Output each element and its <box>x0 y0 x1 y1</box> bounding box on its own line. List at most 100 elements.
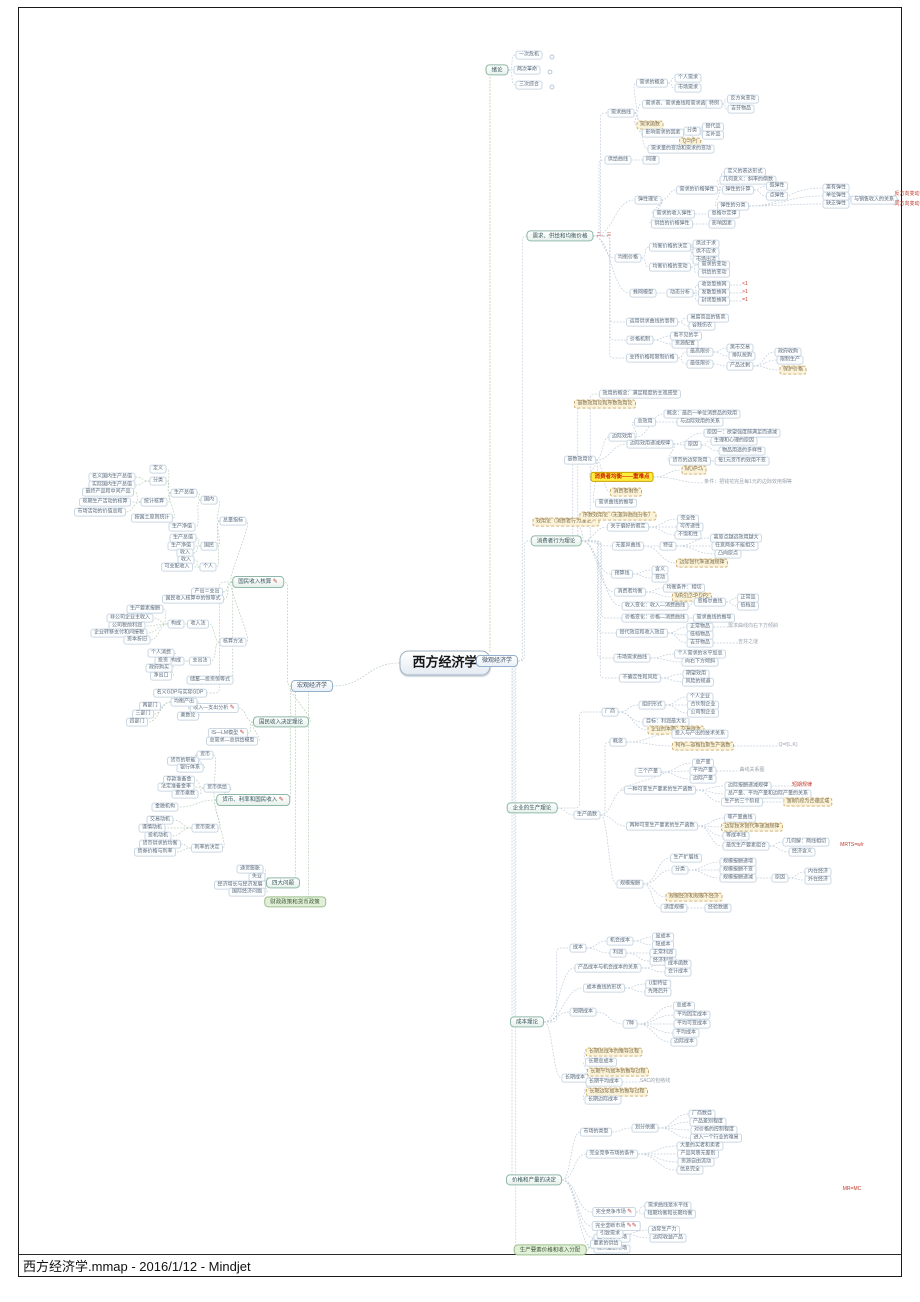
subtopic-node[interactable]: 货币供给 <box>203 783 231 793</box>
subtopic-node[interactable]: 低档品 <box>736 601 760 611</box>
subtopic-node[interactable]: 边际成本 <box>670 1037 698 1047</box>
subtopic-node[interactable]: 乘数论 <box>176 711 200 721</box>
subtopic-node[interactable]: 个人 <box>199 562 217 572</box>
subtopic-node[interactable]: 预算线 <box>610 569 634 579</box>
subtopic-node[interactable]: 几何解：两线相切 <box>782 837 830 847</box>
subtopic-node[interactable]: 利率的决定 <box>190 843 224 853</box>
callout-node[interactable]: 消费者剩余 <box>609 487 643 497</box>
subtopic-node[interactable]: 机会成本 <box>606 936 634 946</box>
subtopic-node[interactable]: 完全竞争市场的条件 <box>585 1149 639 1159</box>
subtopic-node[interactable]: 均衡价格的决定 <box>648 242 692 252</box>
callout-node[interactable]: 基数效用论和序数效用论 <box>573 399 637 409</box>
callout-node[interactable]: 边际技术替代率递减规律 <box>720 822 784 832</box>
subtopic-node[interactable]: 变动 <box>651 573 669 583</box>
subtopic-node[interactable]: 两次革命 <box>513 65 541 75</box>
major-topic-node[interactable]: 财政政策和货币政策 <box>264 896 326 908</box>
subtopic-node[interactable]: 需求表、需求曲线和需求函数 <box>641 99 715 109</box>
subtopic-node[interactable]: 货币乘数 <box>171 789 199 799</box>
subtopic-node[interactable]: 原因 <box>684 440 702 450</box>
subtopic-node[interactable]: 等成本线 <box>722 831 750 841</box>
subtopic-node[interactable]: 收入法 <box>186 619 210 629</box>
callout-node[interactable]: 规模经济和规模不经济 <box>665 892 723 902</box>
subtopic-node[interactable]: 一种可变生产要素的生产函数 <box>623 785 697 795</box>
subtopic-node[interactable]: 核算方法 <box>219 637 247 647</box>
subtopic-node[interactable]: 适度规模 <box>660 903 688 913</box>
subtopic-node[interactable]: 封闭型蛛网 <box>697 296 731 306</box>
subtopic-node[interactable]: 最高限价 <box>686 347 714 357</box>
subtopic-node[interactable]: 生产要素报酬 <box>126 604 164 614</box>
subtopic-node[interactable]: 厂商 <box>601 707 619 717</box>
subtopic-node[interactable]: 恩格尔曲线 <box>693 597 727 607</box>
subtopic-node[interactable]: 吉芬物品 <box>727 104 755 114</box>
callout-node[interactable]: 效用论（消费者行为理论） <box>532 517 600 527</box>
subtopic-node[interactable]: 定义 <box>149 464 167 474</box>
subtopic-node[interactable]: 每1元货币的效用不变 <box>714 456 770 466</box>
subtopic-node[interactable]: 限制生产 <box>776 355 804 365</box>
subtopic-node[interactable]: 货币的边际效用 <box>668 456 712 466</box>
subtopic-node[interactable]: 生理和心理的原因 <box>710 436 758 446</box>
subtopic-node[interactable]: 外在经济 <box>804 875 832 885</box>
subtopic-node[interactable]: 市场活动的价值总和 <box>73 507 127 517</box>
subtopic-node[interactable]: 支出法 <box>188 656 212 666</box>
subtopic-node[interactable]: 四部门 <box>125 717 149 727</box>
subtopic-node[interactable]: 互补品 <box>701 130 725 140</box>
subtopic-node[interactable]: 国民收入核算中的恒等式 <box>161 594 225 604</box>
subtopic-node[interactable]: 市场需求曲线 <box>613 653 651 663</box>
subtopic-node[interactable]: 效用的概念：满足程度的主观感受 <box>598 389 682 399</box>
subtopic-node[interactable]: 最优生产要素组合 <box>722 841 770 851</box>
subtopic-node[interactable]: 长期边际成本 <box>584 1095 622 1105</box>
subtopic-node[interactable]: 国民 <box>200 541 218 551</box>
major-topic-node[interactable]: 成本理论 <box>509 1016 545 1028</box>
subtopic-node[interactable]: 恩格尔定律 <box>707 209 741 219</box>
subtopic-node[interactable]: 分类 <box>149 476 167 486</box>
subtopic-node[interactable]: 均衡价格 <box>614 253 642 263</box>
subtopic-node[interactable]: 边际效用递减规律 <box>626 439 674 449</box>
subtopic-node[interactable]: 市场的类型 <box>579 1127 613 1137</box>
major-topic-node[interactable]: 四大问题 <box>265 877 301 889</box>
subtopic-node[interactable]: 经验数据 <box>704 903 732 913</box>
subtopic-node[interactable]: 划分依据 <box>631 1123 659 1133</box>
major-topic-node[interactable]: 企业的生产理论 <box>506 802 558 814</box>
subtopic-node[interactable]: 分类 <box>671 865 689 875</box>
subtopic-node[interactable]: 均衡产出 <box>170 697 198 707</box>
subtopic-node[interactable]: 原因 <box>771 873 789 883</box>
subtopic-node[interactable]: 生产总值 <box>170 488 198 498</box>
subtopic-node[interactable]: 边际产量 <box>689 774 717 784</box>
subtopic-node[interactable]: 平均可变成本 <box>673 1019 711 1029</box>
subtopic-node[interactable]: 边际收益产品 <box>649 1233 687 1243</box>
callout-node[interactable]: MU/P=λ <box>681 465 707 475</box>
subtopic-node[interactable]: 可支配收入 <box>160 562 194 572</box>
subtopic-node[interactable]: 同理 <box>642 155 660 165</box>
callout-node[interactable]: 第Ⅱ阶段为合理区域 <box>783 797 833 807</box>
subtopic-node[interactable]: 成本曲线的形状 <box>582 983 626 993</box>
subtopic-node[interactable]: 公司制企业 <box>686 708 720 718</box>
subtopic-node[interactable]: 缺乏弹性 <box>822 199 850 209</box>
subtopic-node[interactable]: 现期生产活动的核算 <box>78 497 132 507</box>
subtopic-node[interactable]: 风险的规避 <box>681 677 715 687</box>
subtopic-node[interactable]: 替代效应和收入效应 <box>615 628 669 638</box>
subtopic-node[interactable]: 与销售收入的关系 <box>850 195 898 205</box>
major-topic-node[interactable]: 消费者行为理论 <box>530 535 582 547</box>
subtopic-node[interactable]: 供给曲线 <box>604 155 632 165</box>
subtopic-node[interactable]: 吉芬物品 <box>686 638 714 648</box>
major-topic-node[interactable]: 绪论 <box>485 64 509 76</box>
subtopic-node[interactable]: 分类 <box>683 126 701 136</box>
subtopic-node[interactable]: 产品成本与机会成本的关系 <box>574 963 642 973</box>
major-topic-node[interactable]: 国民收入核算 ✎ <box>232 576 284 588</box>
highlighted-node[interactable]: 消费者均衡——重难点 <box>590 471 654 483</box>
subtopic-node[interactable]: 需求量的变动和需求的变动 <box>647 144 715 154</box>
subtopic-node[interactable]: 货币需求 <box>191 823 219 833</box>
subtopic-node[interactable]: 平均成本 <box>672 1028 700 1038</box>
subtopic-node[interactable]: 关于偏好的假定 <box>606 522 650 532</box>
subtopic-node[interactable]: 供给的变动 <box>697 268 731 278</box>
subtopic-node[interactable]: 企业转移支付和间接税 <box>90 628 148 638</box>
subtopic-node[interactable]: 反方向变动 <box>726 94 760 104</box>
subtopic-node[interactable]: 国内 <box>200 495 218 505</box>
subtopic-node[interactable]: 供给的价格弹性 <box>650 219 694 229</box>
subtopic-node[interactable]: 经济含义 <box>788 847 816 857</box>
collapsed-branch-icon[interactable] <box>549 84 555 90</box>
subtopic-node[interactable]: 总成本 <box>672 1001 696 1011</box>
subtopic-node[interactable]: 要素的供给 <box>589 1239 623 1249</box>
subtopic-node[interactable]: 需求曲线 <box>607 108 635 118</box>
subtopic-node[interactable]: 组织形式 <box>638 700 666 710</box>
